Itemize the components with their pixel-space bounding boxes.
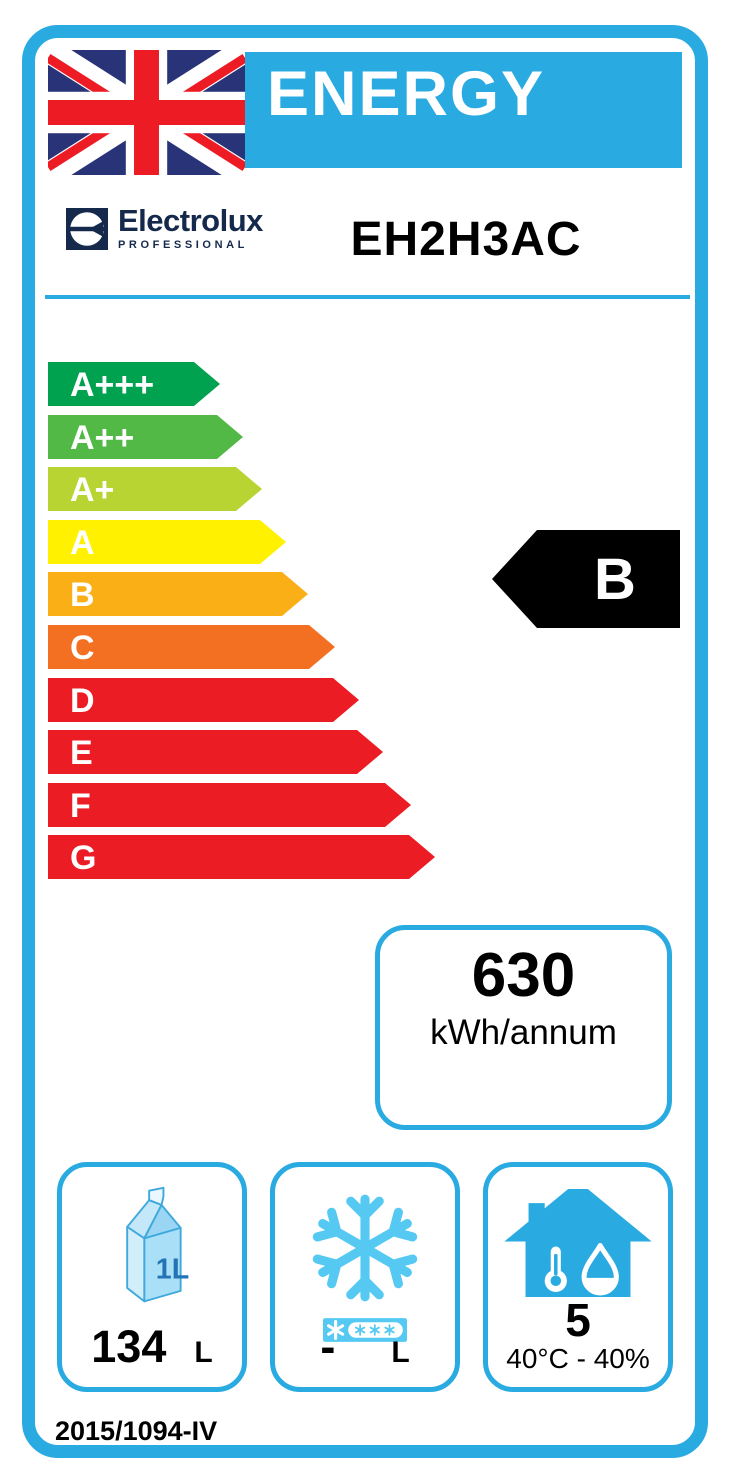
snowflake-icon <box>312 1194 418 1302</box>
energy-title: ENERGY <box>267 59 546 129</box>
rating-scale: A+++ A++ A+ A B C D E F G <box>48 362 448 882</box>
chilled-volume-box: 1L 134 L <box>57 1162 247 1392</box>
grade-label: B <box>70 576 95 615</box>
rating-grade: B <box>594 547 636 612</box>
rating-arrow-a: A <box>48 519 286 564</box>
energy-consumption-value: 630 <box>471 941 576 1010</box>
house-icon <box>504 1189 652 1297</box>
regulation-reference: 2015/1094-IV <box>55 1416 218 1446</box>
rating-arrow-b: B <box>48 572 308 617</box>
header-divider <box>45 295 690 299</box>
chilled-volume-value: 134 <box>91 1321 167 1372</box>
freezer-star-rating-icon <box>323 1318 407 1342</box>
union-jack-flag-icon <box>48 50 245 175</box>
frozen-volume-value: - <box>320 1321 336 1372</box>
climate-class-box: 5 40°C - 40% <box>483 1162 673 1392</box>
carton-volume-label: 1L <box>156 1253 189 1285</box>
grade-label: E <box>70 734 93 773</box>
rating-indicator-arrow-icon <box>492 530 680 628</box>
rating-arrow-aplusplusplus: A+++ <box>48 362 220 406</box>
milk-carton-icon: 1L <box>126 1186 189 1303</box>
model-number: EH2H3AC <box>350 213 582 266</box>
chilled-volume-unit: L <box>194 1336 213 1369</box>
brand-name: Electrolux <box>118 203 263 238</box>
grade-label: G <box>70 839 97 878</box>
climate-conditions: 40°C - 40% <box>506 1343 650 1374</box>
brand-division: PROFESSIONAL <box>118 238 248 251</box>
rating-arrow-aplus: A+ <box>48 467 262 512</box>
label-border-frame <box>22 25 708 1458</box>
grade-label: A <box>70 523 95 562</box>
rating-arrow-f: F <box>48 782 411 827</box>
grade-label: C <box>70 629 95 667</box>
climate-class-value: 5 <box>565 1294 591 1346</box>
rating-arrow-aplusplus: A++ <box>48 414 243 459</box>
frozen-volume-box: - L <box>270 1162 460 1392</box>
grade-label: D <box>70 681 95 720</box>
energy-consumption-unit: kWh/annum <box>430 1013 617 1052</box>
electrolux-icon <box>66 208 108 250</box>
rating-arrow-d: D <box>48 677 359 722</box>
grade-label: F <box>70 786 91 825</box>
rating-arrow-e: E <box>48 730 383 775</box>
rating-arrow-c: C <box>48 625 335 669</box>
grade-label: A+ <box>70 471 115 510</box>
grade-label: A+++ <box>70 366 155 404</box>
brand-logo: Electrolux PROFESSIONAL <box>66 203 263 251</box>
energy-banner: ENERGY <box>245 52 682 168</box>
energy-consumption-box: 630 kWh/annum <box>375 925 672 1130</box>
grade-label: A++ <box>70 418 135 457</box>
frozen-volume-unit: L <box>391 1336 410 1369</box>
rating-indicator: B <box>492 528 682 630</box>
rating-arrow-g: G <box>48 835 435 880</box>
